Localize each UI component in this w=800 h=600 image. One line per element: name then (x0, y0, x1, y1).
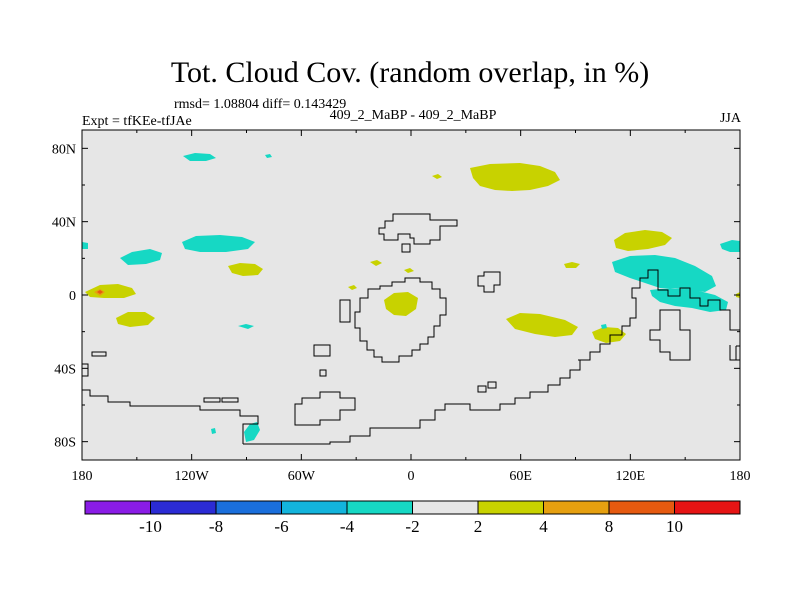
x-tick-label: 0 (408, 469, 415, 484)
positive-anomaly-central-pacific (228, 263, 263, 276)
colorbar-label: 4 (539, 517, 548, 536)
positive-anomaly-peak-core (97, 290, 103, 294)
x-tick-label: 120E (616, 469, 646, 484)
positive-anomaly-small-3 (404, 268, 414, 273)
colorbar-swatch (608, 500, 675, 515)
positive-anomaly-indian-ocean (506, 313, 578, 337)
colorbar-label: 10 (666, 517, 683, 536)
negative-anomaly-south-pacific (238, 324, 254, 329)
colorbar-swatch (674, 500, 741, 515)
colorbar-swatch (346, 500, 413, 515)
coastline-small-island (401, 243, 411, 253)
colorbar-label: -2 (405, 517, 419, 536)
y-tick-label: 0 (69, 289, 76, 304)
negative-anomaly-central-pacific (120, 249, 162, 265)
coastline-small-box-6 (319, 369, 327, 377)
colorbar-label: -6 (274, 517, 288, 536)
positive-anomaly-small-2 (370, 260, 382, 266)
anomaly-shading (82, 153, 740, 442)
positive-anomaly-north-atlantic (470, 163, 560, 191)
plot-title: Tot. Cloud Cov. (random overlap, in %) (171, 56, 649, 89)
negative-anomaly-north-pacific (182, 235, 255, 252)
axis-ticks: 180 120W 60W 0 60E 120E 180 80N 40N 0 40S 80S (52, 130, 751, 484)
colorbar-label: 8 (605, 517, 614, 536)
coastline-asia-australia (578, 269, 740, 361)
negative-anomaly-indian-small (601, 324, 607, 329)
coastline-gulf (477, 271, 501, 293)
experiment-label: Expt = tfKEe-tfJAe (82, 114, 192, 129)
colorbar-swatch (281, 500, 348, 515)
coastline-south-america (313, 344, 331, 357)
x-tick-label: 60E (509, 469, 532, 484)
positive-anomaly-south-pacific (116, 312, 155, 327)
negative-anomaly-arctic (183, 153, 216, 161)
x-tick-label: 60W (288, 469, 316, 484)
coastline-antarctic-peninsula (294, 391, 356, 426)
x-tick-label: 180 (730, 469, 751, 484)
positive-anomaly-small-6 (432, 174, 442, 179)
colorbar-label: 2 (474, 517, 483, 536)
coastline-australia-interior (649, 309, 691, 361)
stats-label: rmsd= 1.08804 diff= 0.143429 (174, 97, 346, 112)
y-tick-label: 80N (52, 142, 76, 157)
colorbar-swatch (150, 500, 217, 515)
x-tick-label: 180 (72, 469, 93, 484)
coastline-africa (354, 277, 447, 363)
coastline-west-antarctica (82, 389, 259, 444)
colorbar-swatch (543, 500, 610, 515)
colorbar-label: -8 (209, 517, 223, 536)
x-tick-label: 120W (175, 469, 210, 484)
y-tick-label: 40N (52, 216, 76, 231)
season-label: JJA (720, 111, 742, 126)
colorbar: -10 -8 -6 -4 -2 2 4 8 10 (84, 500, 741, 536)
y-tick-label: 80S (54, 436, 76, 451)
colorbar-swatch (477, 500, 544, 515)
coastline-island-west-africa (339, 299, 351, 323)
y-tick-label: 40S (54, 362, 76, 377)
colorbar-swatch (412, 500, 479, 515)
positive-anomaly-west-pacific (614, 230, 672, 251)
negative-anomaly-dateline-west (82, 242, 88, 249)
negative-anomaly-dateline-east (720, 240, 740, 252)
negative-anomaly-arctic-small (265, 154, 272, 158)
colorbar-swatch (215, 500, 282, 515)
negative-anomaly-west-pacific (612, 255, 716, 292)
negative-anomaly-antarctic-small (211, 428, 216, 434)
coastline-small-box-2 (203, 397, 221, 403)
coastline-small-box-1 (91, 351, 107, 357)
coastline-west-coast (82, 363, 89, 377)
coastline-small-box-5 (487, 381, 497, 389)
case-label: 409_2_MaBP - 409_2_MaBP (330, 108, 497, 123)
coastlines (82, 213, 740, 445)
coastline-small-box-3 (221, 397, 239, 403)
colorbar-label: -10 (139, 517, 162, 536)
coastline-east-pacific (735, 345, 740, 360)
colorbar-label: -4 (340, 517, 355, 536)
coastline-small-box-4 (477, 385, 487, 393)
positive-anomaly-small-1 (564, 262, 580, 268)
positive-anomaly-atlantic-equator (384, 292, 418, 316)
positive-anomaly-australia (592, 327, 626, 343)
coastline-australia-main (243, 360, 581, 445)
negative-anomaly-antarctic (244, 422, 260, 442)
colorbar-swatch (84, 500, 151, 515)
coastline-europe-arabia (378, 213, 458, 245)
positive-anomaly-small-4 (348, 285, 357, 290)
